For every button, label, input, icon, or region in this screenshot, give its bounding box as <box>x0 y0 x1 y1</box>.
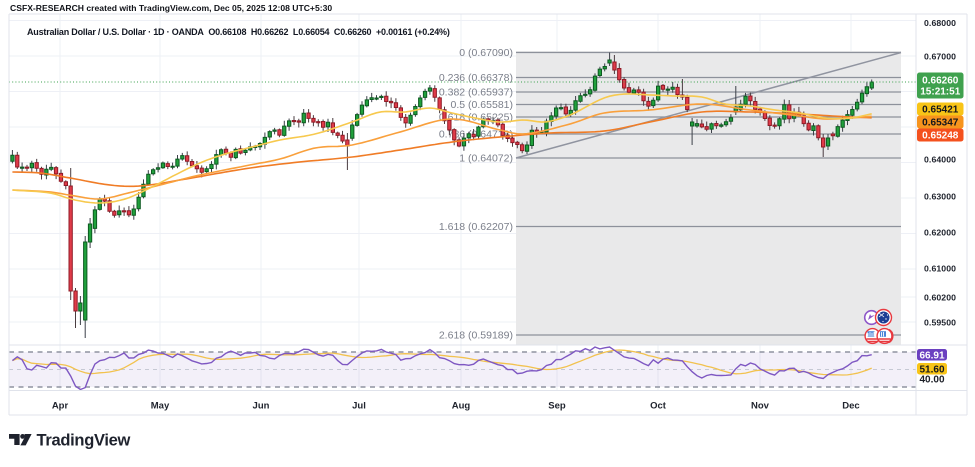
svg-text:0.382 (0.65937): 0.382 (0.65937) <box>439 87 513 99</box>
svg-text:0.60200: 0.60200 <box>924 293 956 303</box>
svg-text:0.67000: 0.67000 <box>924 52 956 62</box>
svg-text:0.64000: 0.64000 <box>924 155 956 165</box>
svg-text:40.00: 40.00 <box>919 375 944 386</box>
svg-text:Aug: Aug <box>452 401 471 412</box>
svg-text:0.65421: 0.65421 <box>922 105 959 116</box>
svg-text:0.62000: 0.62000 <box>924 228 956 238</box>
svg-text:Australian Dollar / U.S. Dolla: Australian Dollar / U.S. Dollar · 1D · O… <box>27 27 450 37</box>
svg-text:Dec: Dec <box>842 401 859 412</box>
svg-text:Nov: Nov <box>751 401 770 412</box>
svg-text:15:21:51: 15:21:51 <box>920 87 960 98</box>
svg-text:51.60: 51.60 <box>919 364 944 375</box>
svg-text:0.63000: 0.63000 <box>924 192 956 202</box>
svg-text:0.5 (0.65581): 0.5 (0.65581) <box>451 99 513 111</box>
svg-text:0.68000: 0.68000 <box>924 18 956 28</box>
svg-text:0.65347: 0.65347 <box>922 118 959 129</box>
svg-text:0.236 (0.66378): 0.236 (0.66378) <box>439 72 513 84</box>
svg-text:1 (0.64072): 1 (0.64072) <box>459 153 513 165</box>
svg-text:0.66260: 0.66260 <box>922 76 959 87</box>
svg-text:66.91: 66.91 <box>919 350 944 361</box>
svg-text:Jun: Jun <box>253 401 270 412</box>
svg-text:Apr: Apr <box>52 401 69 412</box>
svg-text:0.65248: 0.65248 <box>922 131 959 142</box>
svg-text:2.618 (0.59189): 2.618 (0.59189) <box>439 330 513 342</box>
svg-text:0.59500: 0.59500 <box>924 318 956 328</box>
svg-text:Oct: Oct <box>650 401 667 412</box>
svg-text:1.618 (0.62207): 1.618 (0.62207) <box>439 221 513 233</box>
svg-text:May: May <box>151 401 170 412</box>
svg-text:TradingView: TradingView <box>37 432 131 450</box>
svg-text:0.61000: 0.61000 <box>924 264 956 274</box>
svg-text:Jul: Jul <box>352 401 366 412</box>
svg-text:CSFX-RESEARCH created with Tra: CSFX-RESEARCH created with TradingView.c… <box>10 3 332 13</box>
svg-text:Sep: Sep <box>548 401 566 412</box>
svg-text:0 (0.67090): 0 (0.67090) <box>459 47 513 59</box>
